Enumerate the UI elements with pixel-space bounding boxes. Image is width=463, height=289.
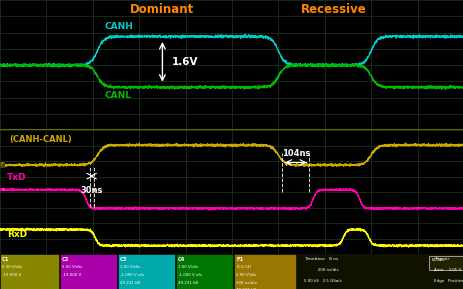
Text: 49.231 kB: 49.231 kB	[178, 281, 198, 285]
Bar	[428, 256, 463, 270]
Text: 30ns: 30ns	[80, 186, 103, 195]
Text: 2.00 V/div: 2.00 V/div	[236, 273, 256, 277]
Text: 5.00 V/div: 5.00 V/div	[62, 265, 82, 269]
Text: 5.00 kS   2.5 GSa/s: 5.00 kS 2.5 GSa/s	[303, 279, 341, 283]
Text: 200 ns/div: 200 ns/div	[303, 268, 338, 272]
Text: EDGE: EDGE	[431, 258, 442, 262]
Text: Edge   Positive: Edge Positive	[433, 279, 463, 283]
Text: 5.00 V/div: 5.00 V/div	[2, 265, 22, 269]
Text: -19.000 V: -19.000 V	[2, 273, 21, 277]
Text: F1: F1	[236, 257, 243, 262]
Text: TxD: TxD	[7, 173, 26, 182]
Text: (C3-C4): (C3-C4)	[236, 265, 251, 269]
Text: CANH: CANH	[104, 22, 133, 31]
Text: (CANH-CANL): (CANH-CANL)	[9, 135, 72, 144]
Text: C2: C2	[62, 257, 69, 262]
Bar	[234, 254, 295, 289]
Text: Timebase   8 ns: Timebase 8 ns	[303, 257, 338, 261]
Text: 49.231 kB: 49.231 kB	[236, 288, 256, 289]
Bar	[60, 254, 117, 289]
Text: Trigger: Trigger	[433, 257, 448, 261]
Text: 49.231 kB: 49.231 kB	[120, 281, 140, 285]
Text: T: T	[1, 188, 3, 192]
Text: C4: C4	[178, 257, 185, 262]
Text: 200 ns/div: 200 ns/div	[236, 281, 257, 285]
Text: Auto    3.05 V: Auto 3.05 V	[433, 268, 460, 272]
Bar	[176, 254, 232, 289]
Text: C3: C3	[120, 257, 127, 262]
Text: -1.000 V ofs: -1.000 V ofs	[178, 273, 202, 277]
Text: -1.000 V ofs: -1.000 V ofs	[120, 273, 144, 277]
Bar	[0, 254, 59, 289]
Text: 104ns: 104ns	[281, 149, 309, 158]
Text: Recessive: Recessive	[300, 3, 366, 16]
Text: -19.000 V: -19.000 V	[62, 273, 81, 277]
Text: 1.00 V/div: 1.00 V/div	[178, 265, 198, 269]
Text: 1.6V: 1.6V	[171, 57, 198, 67]
Text: 1.00 V/div: 1.00 V/div	[120, 265, 140, 269]
Text: CANL: CANL	[104, 91, 131, 100]
Text: RxD: RxD	[7, 230, 27, 239]
Text: Dominant: Dominant	[130, 3, 194, 16]
Bar	[118, 254, 175, 289]
Text: F: F	[1, 162, 4, 167]
Text: C1: C1	[2, 257, 9, 262]
